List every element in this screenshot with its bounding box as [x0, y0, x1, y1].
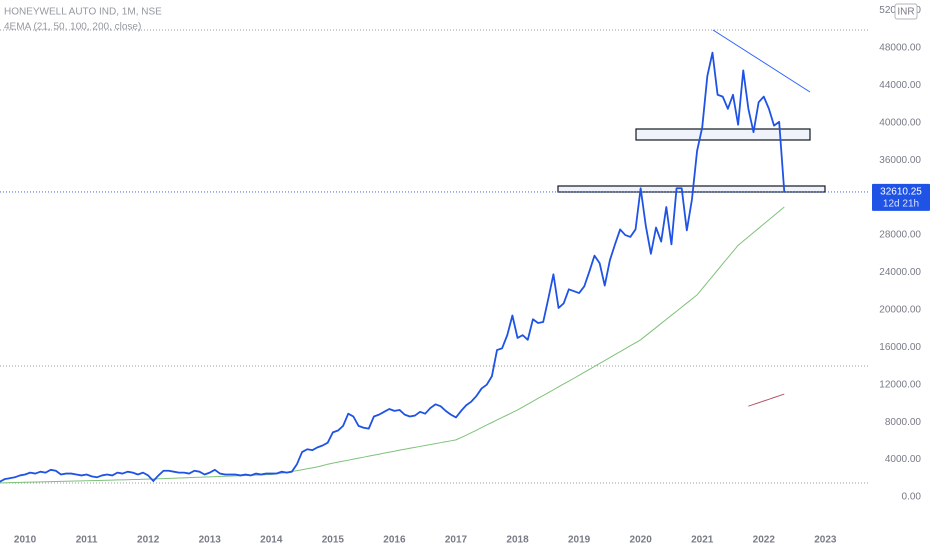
y-tick-label: 16000.00: [879, 342, 921, 353]
currency-badge[interactable]: [894, 3, 918, 20]
x-tick-label: 2011: [76, 535, 98, 546]
plot: 0.00 4000.00 8000.00 12000.00 16000.00 20000.…: [0, 5, 922, 546]
y-tick-label: 40000.00: [879, 117, 921, 128]
x-tick-label: 2010: [14, 535, 37, 546]
y-tick-label: 44000.00: [879, 80, 921, 91]
currency-label: INR: [897, 7, 914, 18]
y-tick-label: 4000.00: [885, 454, 922, 465]
x-tick-label: 2016: [383, 535, 406, 546]
x-tick-label: 2018: [506, 535, 529, 546]
x-tick-label: 2019: [568, 535, 591, 546]
y-tick-label: 48000.00: [879, 43, 921, 54]
y-tick-label: 12000.00: [879, 379, 921, 390]
indicator-label: 4EMA (21, 50, 100, 200, close): [4, 22, 141, 33]
y-tick-label: 8000.00: [885, 417, 922, 428]
x-tick-label: 2020: [630, 535, 653, 546]
x-tick-label: 2012: [137, 535, 160, 546]
y-tick-label: 0.00: [902, 492, 922, 503]
x-tick-label: 2017: [445, 535, 468, 546]
price-badge: [872, 183, 930, 211]
x-tick-label: 2015: [322, 535, 345, 546]
x-tick-label: 2013: [199, 535, 222, 546]
x-tick-label: 2014: [260, 535, 283, 546]
x-tick-label: 2021: [691, 535, 714, 546]
x-tick-label: 2022: [753, 535, 776, 546]
y-tick-label: 28000.00: [879, 230, 921, 241]
y-tick-label: 20000.00: [879, 305, 921, 316]
rectangle-zone: [557, 185, 826, 193]
rectangle-zone: [635, 128, 811, 141]
countdown-label: 12d 21h: [883, 199, 919, 210]
series-line: [748, 393, 785, 407]
last-price-label: 32610.25: [880, 187, 922, 198]
y-tick-label: 36000.00: [879, 155, 921, 166]
chart-title: HONEYWELL AUTO IND, 1M, NSE: [4, 7, 162, 18]
series-line: [0, 51, 786, 483]
series-line: [0, 206, 785, 484]
trend-line: [712, 29, 811, 93]
y-tick-label: 24000.00: [879, 267, 921, 278]
x-tick-label: 2023: [814, 535, 837, 546]
